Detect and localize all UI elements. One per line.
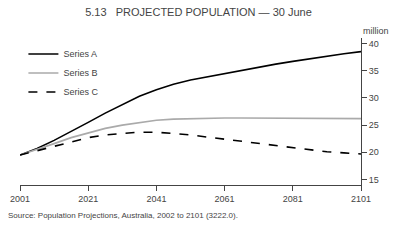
svg-text:Source: Population Projections: Source: Population Projections, Australi… [8, 211, 238, 220]
svg-text:2061: 2061 [215, 194, 235, 204]
svg-text:2081: 2081 [283, 194, 303, 204]
svg-text:20: 20 [369, 147, 379, 157]
svg-text:2001: 2001 [10, 194, 30, 204]
svg-text:5.13 PROJECTED POPULATION —: 5.13 PROJECTED POPULATION — 30 June [85, 6, 312, 18]
svg-text:35: 35 [369, 66, 379, 76]
svg-text:million: million [363, 26, 389, 36]
svg-text:15: 15 [369, 175, 379, 185]
svg-text:30: 30 [369, 93, 379, 103]
svg-text:Series A: Series A [63, 49, 97, 59]
svg-text:2021: 2021 [78, 194, 98, 204]
svg-text:Series B: Series B [63, 68, 97, 78]
svg-text:Series C: Series C [63, 87, 98, 97]
svg-text:25: 25 [369, 120, 379, 130]
svg-text:2041: 2041 [146, 194, 166, 204]
svg-text:40: 40 [369, 39, 379, 49]
svg-text:2101: 2101 [351, 194, 371, 204]
